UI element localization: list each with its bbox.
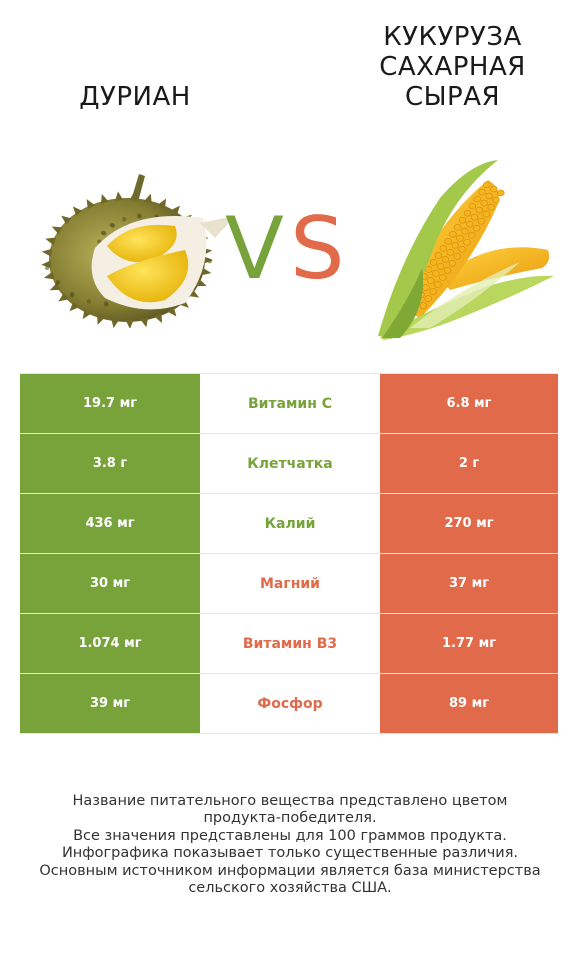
left-value: 30 мг <box>20 554 200 613</box>
right-food-title-line: СЫРАЯ <box>404 82 501 112</box>
table-row: 19.7 мг Витамин C 6.8 мг <box>20 374 558 434</box>
right-value: 37 мг <box>380 554 558 613</box>
footer-line: продукта-победителя. <box>203 810 377 827</box>
table-row: 3.8 г Клетчатка 2 г <box>20 434 558 494</box>
footer-line: Название питательного вещества представл… <box>72 793 508 809</box>
left-value: 19.7 мг <box>20 374 200 433</box>
left-value: 1.074 мг <box>20 614 200 673</box>
footer-line: сельского хозяйства США. <box>188 880 392 897</box>
footer-line: Основным источником информации является … <box>39 862 541 879</box>
nutrient-name: Витамин C <box>200 374 380 433</box>
table-row: 1.074 мг Витамин B3 1.77 мг <box>20 614 558 674</box>
vs-v: V <box>225 200 284 290</box>
right-value: 6.8 мг <box>380 374 558 433</box>
right-value: 89 мг <box>380 674 558 733</box>
table-row: 436 мг Калий 270 мг <box>20 494 558 554</box>
right-food-title-line: КУКУРУЗА <box>383 22 522 52</box>
corn-image <box>378 160 554 340</box>
right-value: 2 г <box>380 434 558 493</box>
vs-label: V S <box>225 200 345 290</box>
table-row: 30 мг Магний 37 мг <box>20 554 558 614</box>
nutrient-name: Витамин B3 <box>200 614 380 673</box>
footer-note: Название питательного вещества представл… <box>0 793 580 897</box>
right-food-title-line: САХАРНАЯ <box>379 52 526 82</box>
left-value: 39 мг <box>20 674 200 733</box>
right-value: 270 мг <box>380 494 558 553</box>
nutrient-name: Калий <box>200 494 380 553</box>
vs-s: S <box>290 200 345 290</box>
left-value: 3.8 г <box>20 434 200 493</box>
table-row: 39 мг Фосфор 89 мг <box>20 674 558 734</box>
footer-line: Все значения представлены для 100 граммо… <box>73 827 507 844</box>
nutrient-name: Фосфор <box>200 674 380 733</box>
footer-line: Инфографика показывает только существенн… <box>61 845 519 862</box>
left-food-title: ДУРИАН <box>79 82 191 112</box>
right-value: 1.77 мг <box>380 614 558 673</box>
right-food-title: КУКУРУЗА САХАРНАЯ СЫРАЯ <box>345 22 560 112</box>
left-value: 436 мг <box>20 494 200 553</box>
durian-image <box>41 174 235 328</box>
nutrient-name: Магний <box>200 554 380 613</box>
nutrient-name: Клетчатка <box>200 434 380 493</box>
